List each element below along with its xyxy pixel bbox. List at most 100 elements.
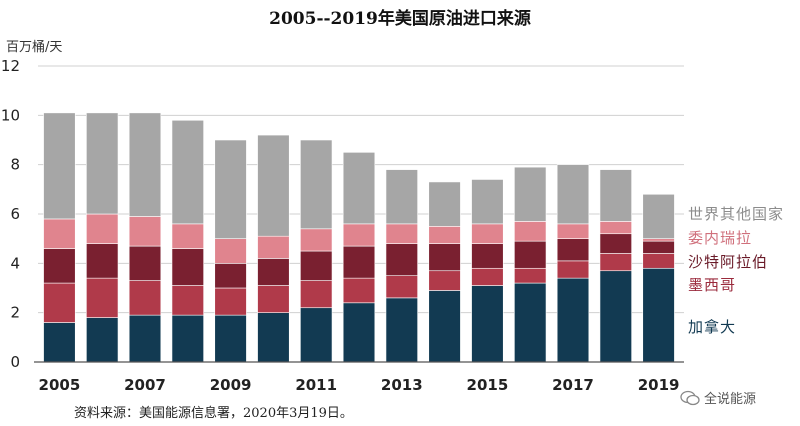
watermark: 全说能源 — [680, 388, 756, 407]
bar-segment — [642, 193, 675, 239]
bar-segment — [86, 317, 119, 363]
bar-segment — [642, 267, 675, 363]
bar-segment — [128, 280, 162, 316]
bar-segment — [214, 139, 247, 239]
bar-segment — [599, 270, 632, 363]
bar-segment — [471, 179, 504, 225]
bar-segment — [300, 280, 333, 309]
bar-segment — [171, 248, 204, 286]
bar-segment — [257, 312, 290, 363]
y-tick-label: 8 — [10, 156, 20, 174]
bar-segment — [599, 221, 632, 235]
bar-segment — [43, 112, 76, 220]
y-tick-label: 0 — [10, 353, 20, 371]
bar-segment — [128, 245, 162, 281]
bar-segment — [556, 277, 590, 363]
bar-segment — [86, 277, 119, 318]
bar-segment — [300, 139, 333, 230]
bar-segment — [300, 228, 333, 252]
bar-segment — [471, 223, 504, 244]
bar-segment — [342, 302, 376, 363]
bar-segment — [471, 243, 504, 269]
bar-segment — [599, 253, 632, 272]
bar-segment — [214, 263, 247, 289]
bar-segment — [342, 245, 376, 279]
bar-segment — [214, 314, 247, 363]
y-axis-label: 百万桶/天 — [6, 40, 63, 55]
bar-segment — [642, 238, 675, 242]
bar-segment — [128, 216, 162, 247]
bar-segment — [171, 119, 204, 225]
bar-segment — [214, 287, 247, 316]
bar-segment — [300, 307, 333, 363]
bar-segment — [471, 285, 504, 363]
y-tick-label: 2 — [10, 304, 20, 322]
legend-item-canada: 加拿大 — [688, 318, 737, 336]
bar-segment — [514, 166, 547, 222]
bar-segment — [599, 233, 632, 254]
bar-segment — [257, 258, 290, 286]
bar-segment — [556, 223, 590, 239]
bar-segment — [385, 169, 418, 225]
bar-segment — [342, 277, 376, 304]
bar-segment — [642, 253, 675, 269]
x-tick-label: 2013 — [381, 376, 423, 394]
chart-title: 2005--2019年美国原油进口来源 — [269, 9, 531, 29]
bar-segment — [342, 223, 376, 247]
bar-segment — [385, 243, 418, 276]
wechat-icon — [680, 390, 700, 405]
bar-segment — [86, 243, 119, 279]
legend-item-saudi-arabia: 沙特阿拉伯 — [688, 253, 769, 271]
x-tick-label: 2007 — [124, 376, 166, 394]
bar-segment — [599, 169, 632, 222]
watermark-text: 全说能源 — [704, 392, 757, 407]
bar-segment — [43, 322, 76, 363]
y-tick-label: 12 — [1, 57, 20, 75]
bar-segment — [642, 240, 675, 254]
bar-segment — [514, 267, 547, 284]
bar-segment — [43, 248, 76, 284]
bar-segment — [171, 285, 204, 316]
bar-segment — [171, 314, 204, 363]
legend-item-mexico: 墨西哥 — [688, 276, 737, 294]
bar-segment — [428, 181, 461, 227]
x-tick-label: 2015 — [467, 376, 509, 394]
bar-segment — [171, 223, 204, 249]
y-tick-label: 6 — [10, 205, 20, 223]
bar-segment — [86, 213, 119, 244]
bar-segment — [514, 221, 547, 242]
x-tick-label: 2017 — [552, 376, 594, 394]
bar-segment — [214, 238, 247, 264]
bar-segment — [428, 243, 461, 272]
bar-segment — [471, 267, 504, 286]
bar-segment — [385, 297, 418, 363]
bar-segment — [342, 152, 376, 225]
bar-segment — [43, 282, 76, 323]
legend-item-venezuela: 委内瑞拉 — [688, 229, 753, 247]
bar-segment — [385, 223, 418, 244]
bar-segment — [556, 238, 590, 262]
bar-segment — [128, 112, 162, 217]
bar-segment — [428, 226, 461, 244]
bar-segment — [128, 314, 162, 363]
bar-segment — [300, 250, 333, 281]
bar-segment — [556, 164, 590, 225]
y-tick-label: 4 — [10, 254, 20, 272]
bar-segment — [556, 260, 590, 279]
x-tick-label: 2019 — [638, 376, 680, 394]
source-note: 资料来源：美国能源信息署，2020年3月19日。 — [74, 406, 353, 421]
bar-segment — [514, 240, 547, 269]
bar-segment — [257, 134, 290, 237]
x-tick-label: 2009 — [210, 376, 252, 394]
x-tick-label: 2011 — [295, 376, 337, 394]
bar-segment — [257, 235, 290, 259]
y-tick-label: 10 — [1, 106, 20, 124]
bar-segment — [428, 270, 461, 291]
bar-segment — [43, 218, 76, 249]
bar-segment — [428, 290, 461, 363]
bar-segment — [385, 275, 418, 299]
bar-segment — [257, 285, 290, 313]
bar-segment — [514, 282, 547, 363]
legend-item-others: 世界其他国家 — [688, 205, 785, 223]
